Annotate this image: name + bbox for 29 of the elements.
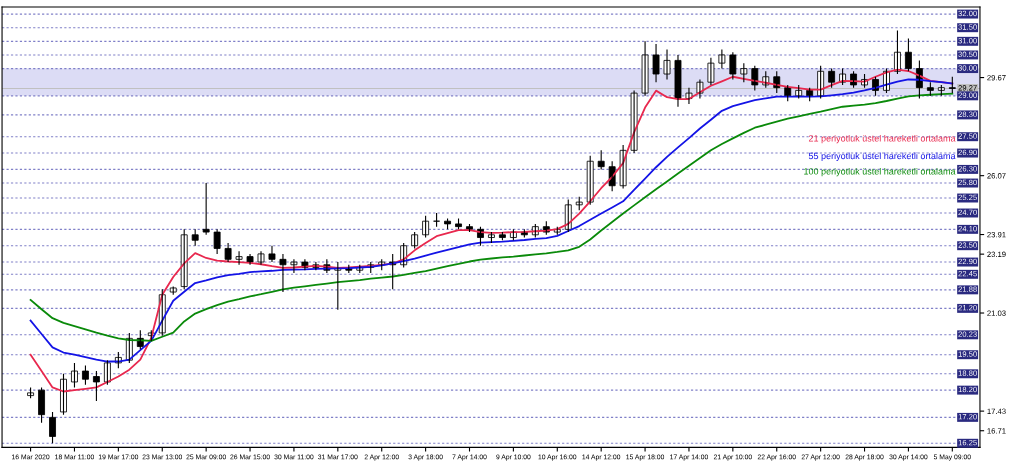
text: 55 periyotluk üstel hareketli ortalama xyxy=(808,152,956,161)
candlestick xyxy=(663,48,671,81)
candlestick xyxy=(740,62,748,83)
candlestick xyxy=(926,81,934,97)
candlestick xyxy=(202,182,210,236)
candlestick xyxy=(455,217,462,230)
candlestick xyxy=(213,228,221,255)
candlestick xyxy=(828,68,836,89)
candlestick xyxy=(937,84,945,97)
candlestick xyxy=(27,386,35,399)
candlestick xyxy=(92,370,100,402)
candlestick xyxy=(707,57,715,86)
candlestick xyxy=(444,217,451,230)
candlestick xyxy=(82,365,89,386)
candlestick xyxy=(652,43,660,83)
candlestick xyxy=(641,40,649,97)
candlestick xyxy=(718,48,726,70)
candlestick xyxy=(38,386,45,424)
candlestick xyxy=(235,250,243,266)
candlestick xyxy=(224,242,232,263)
candlestick xyxy=(488,231,495,244)
candlestick xyxy=(729,51,737,81)
candlestick xyxy=(290,258,298,274)
candlestick xyxy=(191,228,199,247)
text: 100 periyotluk üstel hareketli ortalama xyxy=(804,167,956,177)
candlestick xyxy=(268,245,276,263)
candlestick xyxy=(257,250,265,266)
text: 21 periyotluk üstel hareketli ortalama xyxy=(808,134,956,144)
candlestick xyxy=(71,362,78,388)
